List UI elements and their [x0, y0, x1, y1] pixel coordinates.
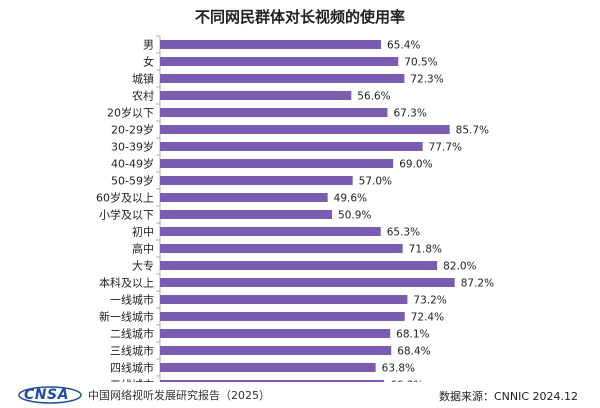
- bar: [160, 346, 392, 355]
- bar: [160, 108, 388, 117]
- data-label: 70.5%: [404, 57, 437, 69]
- category-label: 20-29岁: [111, 123, 154, 137]
- bar: [160, 210, 333, 219]
- data-label: 87.2%: [461, 278, 494, 290]
- bar: [160, 363, 376, 372]
- bar: [160, 40, 382, 49]
- category-label: 五线城市: [110, 378, 154, 383]
- bar: [160, 227, 381, 236]
- bar: [160, 193, 328, 202]
- category-label: 本科及以上: [99, 276, 154, 290]
- category-label: 二线城市: [110, 327, 154, 341]
- bar: [160, 329, 391, 338]
- bar: [160, 74, 405, 83]
- category-label: 40-49岁: [111, 157, 154, 171]
- bar: [160, 312, 405, 321]
- category-label: 50-59岁: [111, 174, 154, 188]
- data-label: 73.2%: [413, 295, 446, 307]
- category-label: 大专: [132, 259, 154, 273]
- data-label: 65.3%: [387, 227, 420, 239]
- bar: [160, 380, 385, 382]
- category-label: 城镇: [132, 72, 154, 86]
- category-label: 初中: [132, 225, 154, 239]
- bar: [160, 142, 423, 151]
- data-label: 69.0%: [399, 159, 432, 171]
- data-source-note: 数据来源：CNNIC 2024.12: [438, 390, 578, 403]
- category-label: 一线城市: [110, 293, 154, 307]
- bar: [160, 295, 408, 304]
- category-label: 60岁及以上: [96, 191, 154, 205]
- bar: [160, 244, 403, 253]
- data-label: 66.3%: [390, 380, 423, 383]
- data-label: 72.3%: [410, 74, 443, 86]
- category-label: 高中: [132, 242, 154, 256]
- category-label: 农村: [132, 89, 154, 103]
- data-label: 49.6%: [334, 193, 367, 205]
- category-label: 30-39岁: [111, 140, 154, 154]
- cnsa-logo: CNSA: [18, 386, 82, 404]
- data-label: 65.4%: [387, 40, 420, 52]
- bar-chart: 男 65.4% 女 70.5% 城镇 72.3% 农村 56.6% 20岁以下 67.3% 20-2…: [96, 35, 494, 383]
- data-label: 77.7%: [429, 142, 462, 154]
- bar: [160, 125, 450, 134]
- data-label: 63.8%: [382, 363, 415, 375]
- data-label: 68.1%: [396, 329, 429, 341]
- data-label: 57.0%: [359, 176, 392, 188]
- category-label: 20岁以下: [107, 106, 154, 120]
- data-label: 67.3%: [393, 108, 426, 120]
- category-label: 小学及以下: [99, 208, 154, 222]
- chart-title: 不同网民群体对长视频的使用率: [194, 8, 405, 26]
- category-label: 女: [143, 55, 154, 69]
- data-label: 56.6%: [357, 91, 390, 103]
- data-label: 72.4%: [411, 312, 444, 324]
- bar: [160, 57, 399, 66]
- data-label: 85.7%: [456, 125, 489, 137]
- category-label: 新一线城市: [99, 310, 154, 324]
- bar: [160, 278, 455, 287]
- data-label: 50.9%: [338, 210, 371, 222]
- bar: [160, 159, 394, 168]
- bar: [160, 176, 353, 185]
- category-label: 三线城市: [110, 344, 154, 358]
- footer-source: CNSA 中国网络视听发展研究报告（2025）: [18, 386, 270, 404]
- source-report-title: 中国网络视听发展研究报告（2025）: [88, 389, 270, 402]
- bar: [160, 91, 352, 100]
- category-label: 四线城市: [110, 361, 154, 375]
- data-label: 68.4%: [397, 346, 430, 358]
- data-label: 82.0%: [443, 261, 476, 273]
- bar: [160, 261, 438, 270]
- data-label: 71.8%: [409, 244, 442, 256]
- category-label: 男: [143, 39, 154, 52]
